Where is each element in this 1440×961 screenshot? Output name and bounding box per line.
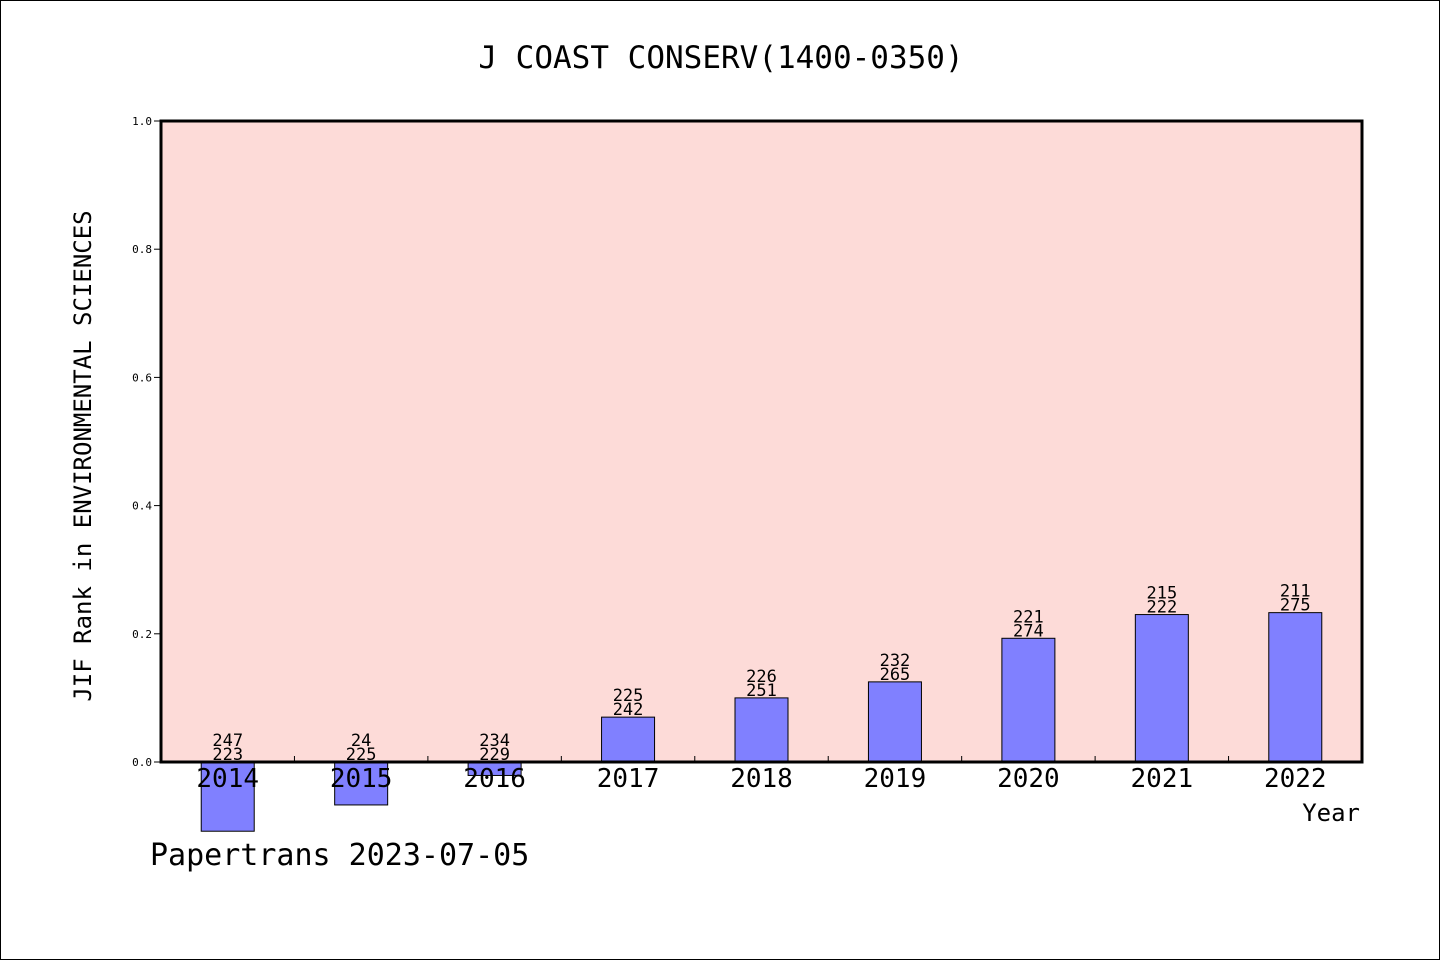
y-tick-label: 0.8 (132, 243, 152, 256)
bar-label-lower: 275 (1280, 596, 1311, 616)
bar-2017 (601, 716, 656, 763)
bar-label-lower: 265 (880, 665, 911, 685)
x-tick-label: 2022 (1264, 764, 1327, 794)
bar-label-upper: 211 (1280, 582, 1311, 602)
bar-labels-group: 2472232422523422922524222625123226522127… (212, 582, 1310, 765)
x-tick-label: 2020 (997, 764, 1060, 794)
plot-border (159, 119, 1364, 764)
bar-label-upper: 226 (746, 667, 777, 687)
watermark-text: Papertrans 2023-07-05 (150, 838, 529, 873)
x-tick-label: 2015 (330, 764, 393, 794)
x-tick-label: 2016 (463, 764, 526, 794)
bar-label-upper: 225 (613, 686, 644, 706)
bar-label-lower: 242 (613, 700, 644, 720)
bar-2021 (1134, 614, 1189, 763)
bar-label-lower: 229 (479, 745, 510, 765)
x-tick-label: 2017 (597, 764, 660, 794)
x-tick-label: 2021 (1131, 764, 1194, 794)
y-axis-label: JIF Rank in ENVIRONMENTAL SCIENCES (69, 210, 97, 701)
bar-2019 (867, 681, 922, 763)
bars-group (200, 612, 1323, 832)
y-tick-label: 1.0 (132, 115, 152, 128)
x-tick-label: 2019 (864, 764, 927, 794)
bar-label-upper: 215 (1146, 584, 1177, 604)
x-tick-label: 2018 (730, 764, 793, 794)
x-axis-label: Year (1302, 799, 1360, 827)
y-tick-label: 0.4 (132, 500, 152, 513)
bar-label-lower: 274 (1013, 621, 1044, 641)
bar-label-upper: 234 (479, 731, 510, 751)
bar-label-upper: 232 (880, 651, 911, 671)
y-tick-label: 0.2 (132, 628, 152, 641)
bar-2020 (1001, 637, 1056, 763)
bar-2014 (200, 761, 255, 832)
x-tick-label: 2014 (196, 764, 259, 794)
x-axis-ticks: 2014 2015 2016 2017 2018 2019 2020 2021 2022 (196, 756, 1327, 794)
bar-label-lower: 225 (346, 745, 377, 765)
y-tick-label: 0.0 (132, 756, 152, 769)
y-axis-ticks: 0.0 0.2 0.4 0.6 0.8 1.0 (132, 115, 161, 769)
y-tick-label: 0.6 (132, 371, 152, 384)
bar-label-lower: 222 (1146, 598, 1177, 618)
bar-label-lower: 251 (746, 681, 777, 701)
bar-2022 (1268, 612, 1323, 763)
bar-label-upper: 247 (212, 731, 243, 751)
bar-label-lower: 223 (212, 745, 243, 765)
bar-2018 (734, 697, 789, 763)
chart-title: J COAST CONSERV(1400-0350) (478, 40, 963, 76)
bar-label-upper: 24 (351, 731, 371, 751)
bar-label-upper: 221 (1013, 607, 1044, 627)
